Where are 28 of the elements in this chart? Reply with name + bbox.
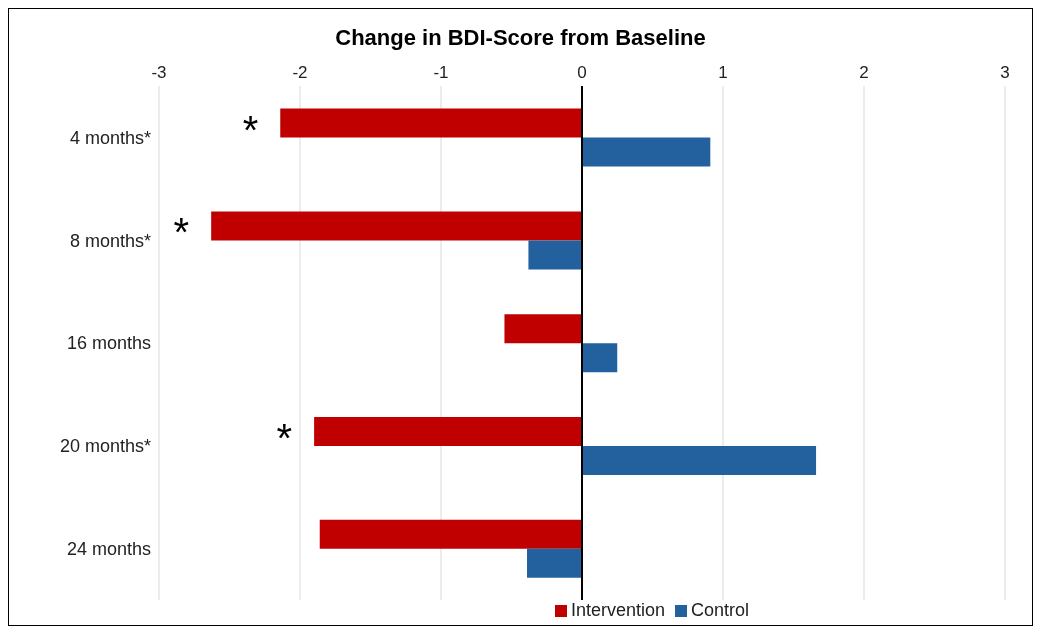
bar xyxy=(582,446,817,476)
y-tick-label: 16 months xyxy=(66,333,151,354)
bar xyxy=(314,417,582,447)
x-tick-label: 2 xyxy=(859,63,869,82)
y-tick-label: 20 months* xyxy=(59,436,151,457)
annotation: * xyxy=(173,210,190,255)
bar xyxy=(211,211,582,241)
legend-label: Intervention xyxy=(570,600,666,620)
bar xyxy=(504,314,582,344)
bar xyxy=(582,343,618,373)
y-tick-label: 24 months xyxy=(66,538,151,559)
annotation: * xyxy=(276,416,293,460)
bar xyxy=(528,240,582,270)
x-tick-label: 3 xyxy=(1000,63,1010,82)
annotation: * xyxy=(242,107,259,152)
bar xyxy=(527,548,582,578)
y-tick-label: 8 months* xyxy=(69,230,151,251)
x-tick-label: -2 xyxy=(292,63,308,82)
bar xyxy=(582,137,711,167)
x-tick-label: 0 xyxy=(577,63,587,82)
legend-label: Control xyxy=(691,600,750,620)
x-tick-label: 1 xyxy=(718,63,728,82)
bar xyxy=(280,108,582,138)
y-tick-label: 4 months* xyxy=(69,127,151,148)
chart-title: Change in BDI-Score from Baseline xyxy=(334,25,707,51)
bar xyxy=(319,519,582,549)
x-tick-label: -1 xyxy=(433,63,449,82)
x-tick-label: -3 xyxy=(151,63,167,82)
